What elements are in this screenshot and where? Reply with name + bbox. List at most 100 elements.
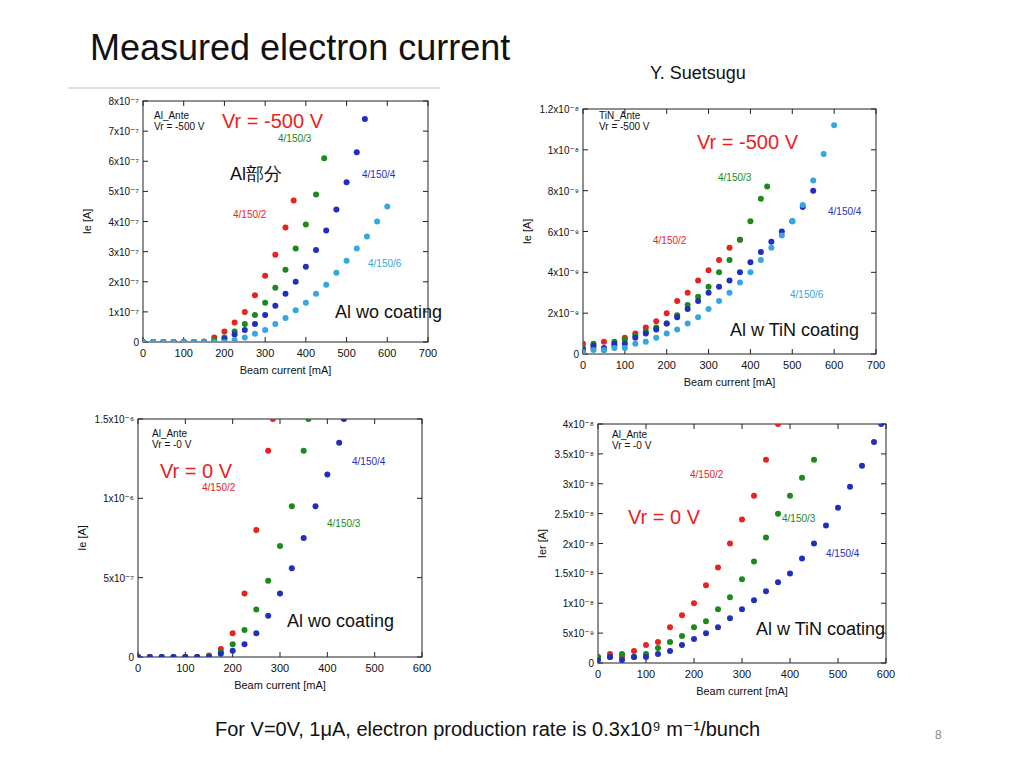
- point: [160, 339, 166, 342]
- point: [622, 345, 628, 351]
- point: [691, 600, 697, 606]
- point: [716, 269, 722, 275]
- point: [272, 321, 278, 327]
- y-tick: [143, 131, 148, 132]
- point: [252, 312, 258, 318]
- x-tick: [694, 658, 695, 663]
- x-tick: [708, 349, 709, 354]
- x-tick-label: 100: [637, 668, 655, 680]
- point: [664, 331, 670, 337]
- legend-label: 4/150/4: [352, 456, 386, 467]
- point: [859, 463, 865, 469]
- point: [262, 312, 268, 318]
- x-tick-label: 100: [176, 662, 194, 674]
- point: [303, 222, 309, 228]
- x-tick: [138, 419, 139, 424]
- point: [150, 339, 156, 342]
- point: [674, 298, 680, 304]
- point: [871, 439, 877, 445]
- point: [631, 654, 637, 660]
- y-tick-label: 0: [128, 652, 134, 663]
- point: [150, 339, 156, 342]
- x-tick: [666, 109, 667, 114]
- y-axis-label: Ie [A]: [81, 209, 93, 235]
- y-tick-label: 6x10⁻⁷: [108, 156, 139, 167]
- point: [211, 339, 217, 342]
- annotation: Al wo coating: [335, 302, 442, 322]
- point: [194, 654, 200, 657]
- point: [336, 440, 342, 446]
- chart-title: TiN_Ante: [599, 110, 641, 121]
- point: [727, 541, 733, 547]
- y-tick-label: 7x10⁻⁷: [108, 126, 139, 137]
- point: [384, 203, 390, 209]
- x-tick-label: 400: [781, 668, 799, 680]
- point: [181, 339, 187, 342]
- legend-label: 4/150/2: [690, 469, 724, 480]
- point: [242, 327, 248, 333]
- y-tick-label: 3x10⁻⁷: [108, 247, 139, 258]
- x-axis-label: Beam current [mA]: [696, 685, 788, 697]
- x-tick-label: 700: [867, 359, 885, 371]
- x-tick: [834, 109, 835, 114]
- legend-label: 4/150/3: [278, 133, 312, 144]
- point: [242, 309, 248, 315]
- point: [727, 278, 733, 284]
- point: [262, 327, 268, 333]
- point: [831, 122, 837, 128]
- point: [272, 285, 278, 291]
- point: [159, 654, 165, 657]
- point: [632, 335, 638, 341]
- chart-subtitle: Vr = -0 V: [612, 440, 652, 451]
- y-tick: [598, 513, 603, 514]
- point: [313, 503, 319, 509]
- point: [799, 475, 805, 481]
- point: [143, 339, 146, 342]
- point: [262, 273, 268, 279]
- page-number: 8: [935, 728, 942, 742]
- point: [301, 448, 307, 454]
- point: [201, 339, 207, 342]
- point: [679, 642, 685, 648]
- point: [643, 331, 649, 337]
- point: [800, 202, 806, 208]
- point: [747, 269, 753, 275]
- point: [333, 206, 339, 212]
- legend-label: 4/150/4: [826, 548, 860, 559]
- chart-title: Al_Ante: [154, 110, 189, 121]
- chart-subtitle: Vr = -500 V: [599, 121, 650, 132]
- point: [751, 597, 757, 603]
- point: [583, 349, 586, 354]
- point: [674, 314, 680, 320]
- y-tick-label: 3.5x10⁻⁸: [554, 449, 594, 460]
- y-tick-label: 1.5x10⁻⁶: [95, 414, 134, 425]
- annotation: Vr = 0 V: [628, 506, 701, 528]
- series: [143, 155, 327, 342]
- point: [775, 579, 781, 585]
- point: [706, 284, 712, 290]
- y-tick-label: 5x10⁻⁷: [108, 186, 139, 197]
- point: [160, 339, 166, 342]
- point: [272, 303, 278, 309]
- x-tick: [708, 109, 709, 114]
- point: [763, 457, 769, 463]
- point: [218, 651, 224, 657]
- point: [182, 654, 188, 657]
- point: [182, 654, 188, 657]
- y-tick: [423, 191, 428, 192]
- y-tick: [423, 161, 428, 162]
- point: [679, 612, 685, 618]
- point: [171, 339, 177, 342]
- point: [221, 328, 227, 334]
- y-tick-label: 1x10⁻⁷: [108, 307, 139, 318]
- y-tick: [138, 577, 143, 578]
- point: [305, 419, 311, 422]
- x-tick: [265, 337, 266, 342]
- legend-label: 4/150/2: [653, 235, 687, 246]
- point: [265, 613, 271, 619]
- y-tick: [881, 543, 886, 544]
- x-tick: [232, 419, 233, 424]
- x-tick-label: 200: [215, 347, 233, 359]
- point: [643, 642, 649, 648]
- x-tick: [790, 658, 791, 663]
